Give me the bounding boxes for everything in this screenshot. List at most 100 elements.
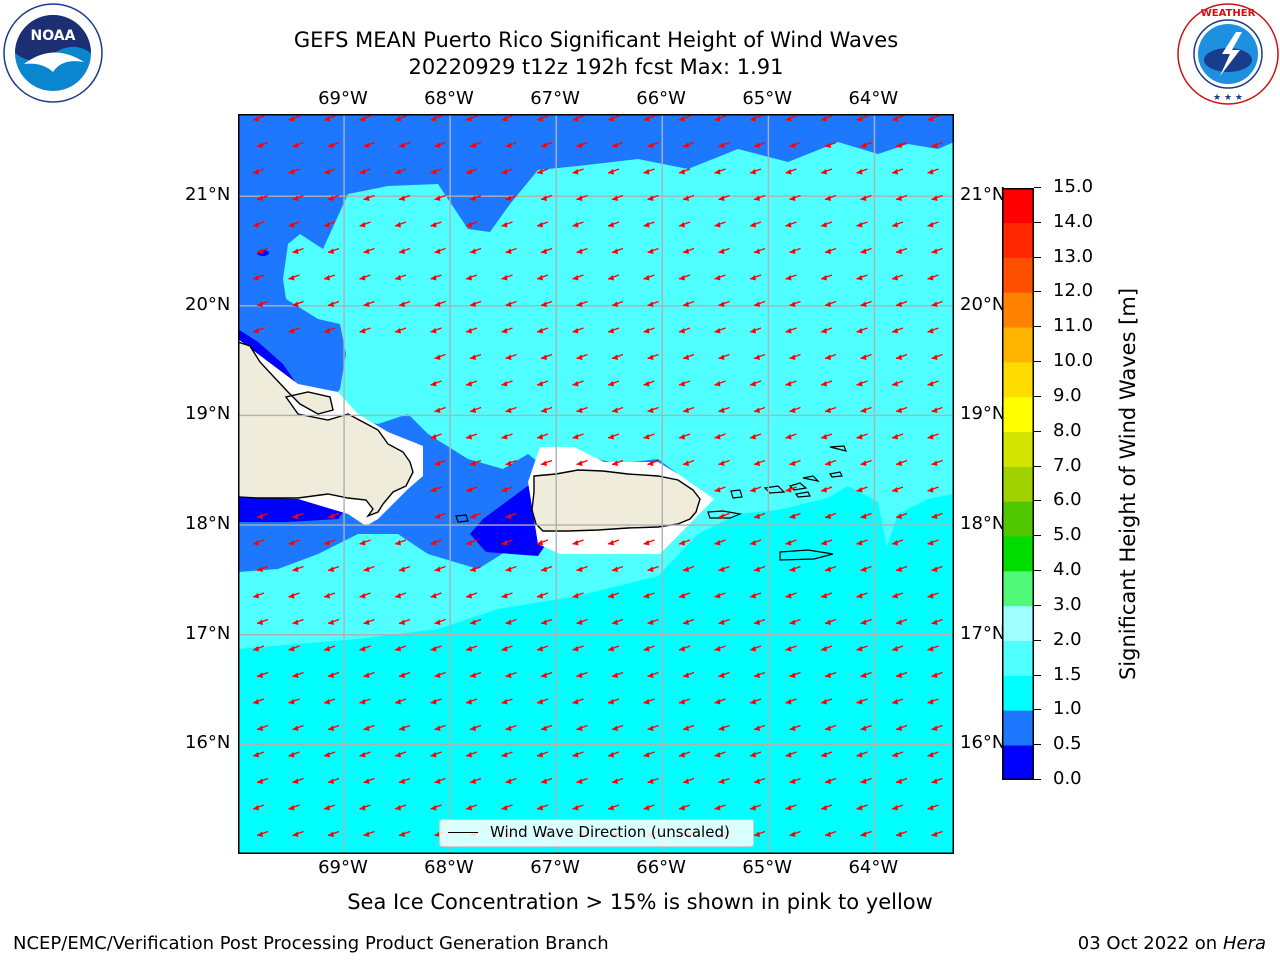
wave-direction-arrow: [714, 539, 726, 546]
wave-direction-arrow: [292, 830, 304, 837]
lon-label: 68°W: [424, 857, 474, 878]
colorbar-tick-mark: [1034, 256, 1041, 258]
wave-direction-arrow: [430, 804, 442, 811]
wave-direction-arrow: [430, 698, 442, 705]
colorbar-tick-mark: [1034, 291, 1041, 293]
wave-direction-arrow: [611, 724, 624, 731]
wave-direction-arrow: [430, 221, 442, 228]
wave-direction-arrow: [434, 141, 446, 148]
wave-direction-arrow: [749, 645, 762, 652]
lat-label: 21°N: [960, 184, 1006, 206]
wave-direction-arrow: [252, 274, 265, 281]
lat-label: 21°N: [185, 184, 231, 206]
colorbar-segment: [1002, 362, 1034, 398]
wave-direction-arrow: [647, 724, 659, 731]
wave-direction-arrow: [611, 247, 624, 254]
wave-direction-arrow: [753, 247, 766, 254]
contour-1p0-1p5-north: [238, 114, 954, 854]
wave-direction-arrow: [895, 141, 908, 148]
wave-direction-arrow: [505, 724, 517, 731]
wave-direction-arrow: [323, 221, 336, 228]
colorbar-segment: [1002, 327, 1034, 363]
wave-direction-arrow: [718, 406, 730, 413]
wave-direction-arrow: [682, 406, 695, 413]
colorbar-segment: [1002, 501, 1034, 537]
wave-direction-arrow: [465, 804, 478, 811]
wave-direction-arrow: [501, 433, 513, 440]
land-hispaniola: [238, 341, 414, 518]
wave-direction-arrow: [643, 751, 655, 758]
colorbar-tick-label: 1.5: [1053, 663, 1082, 685]
wave-direction-arrow: [789, 194, 801, 201]
wave-direction-arrow: [501, 645, 513, 652]
wave-direction-arrow: [789, 724, 801, 731]
wave-direction-arrow: [501, 486, 513, 493]
wave-direction-arrow: [820, 804, 833, 811]
wave-direction-arrow: [678, 168, 691, 175]
wave-direction-arrow: [505, 512, 517, 519]
colorbar-tick-mark: [1034, 604, 1041, 606]
svg-text:WEATHER: WEATHER: [1201, 8, 1256, 19]
wave-direction-arrow: [891, 698, 904, 705]
wave-direction-arrow: [256, 724, 269, 731]
wave-direction-arrow: [323, 645, 336, 652]
wave-direction-arrow: [505, 565, 517, 572]
wave-direction-arrow: [753, 512, 766, 519]
wave-direction-arrow: [576, 671, 588, 678]
wave-direction-arrow: [895, 194, 908, 201]
wave-direction-arrow: [363, 247, 375, 254]
wave-direction-arrow: [749, 115, 762, 122]
colorbar-tick-label: 1.0: [1053, 698, 1082, 720]
wave-direction-arrow: [931, 830, 943, 837]
wave-direction-arrow: [682, 724, 695, 731]
wave-direction-arrow: [895, 830, 908, 837]
wave-direction-arrow: [856, 380, 868, 387]
wave-direction-arrow: [363, 724, 375, 731]
contour-1p0-1p5-east: [878, 494, 954, 854]
wave-direction-arrow: [505, 141, 517, 148]
wave-direction-arrow: [434, 565, 446, 572]
wave-direction-arrow: [785, 486, 797, 493]
wave-direction-arrow: [465, 221, 478, 228]
wave-direction-arrow: [789, 618, 801, 625]
colorbar-segment: [1002, 257, 1034, 293]
wave-direction-arrow: [820, 168, 833, 175]
wave-direction-arrow: [465, 486, 478, 493]
wave-direction-arrow: [820, 539, 833, 546]
colorbar-tick-label: 9.0: [1053, 384, 1082, 406]
colorbar-tick-mark: [1034, 744, 1041, 746]
wave-direction-arrow: [327, 565, 340, 572]
wave-direction-arrow: [891, 274, 904, 281]
wave-direction-arrow: [252, 592, 265, 599]
wave-direction-arrow: [749, 380, 762, 387]
wave-direction-arrow: [292, 777, 304, 784]
wave-direction-arrow: [430, 592, 442, 599]
wave-direction-arrow: [430, 751, 442, 758]
wave-direction-arrow: [678, 751, 691, 758]
wave-direction-arrow: [895, 512, 908, 519]
wave-direction-arrow: [540, 194, 553, 201]
wave-direction-arrow: [256, 512, 269, 519]
wave-direction-arrow: [643, 433, 655, 440]
wave-direction-arrow: [256, 777, 269, 784]
wave-direction-arrow: [856, 433, 868, 440]
footer-right: 03 Oct 2022 on Hera: [1078, 933, 1266, 954]
wave-direction-arrow: [607, 645, 620, 652]
wave-direction-arrow: [682, 141, 695, 148]
wave-direction-arrow: [714, 592, 726, 599]
wave-direction-arrow: [536, 168, 549, 175]
wave-direction-arrow: [714, 698, 726, 705]
wave-direction-arrow: [501, 327, 513, 334]
wave-direction-arrow: [576, 353, 588, 360]
lat-label: 19°N: [960, 403, 1006, 425]
wave-direction-arrow: [718, 194, 730, 201]
wave-direction-arrow: [931, 512, 943, 519]
wave-direction-arrow: [891, 380, 904, 387]
wave-direction-arrow: [927, 327, 939, 334]
wave-direction-arrow: [327, 300, 340, 307]
wave-direction-arrow: [252, 645, 265, 652]
wave-direction-arrow: [931, 141, 943, 148]
lon-label: 69°W: [318, 857, 368, 878]
wave-direction-arrow: [860, 300, 872, 307]
wave-direction-arrow: [434, 512, 446, 519]
